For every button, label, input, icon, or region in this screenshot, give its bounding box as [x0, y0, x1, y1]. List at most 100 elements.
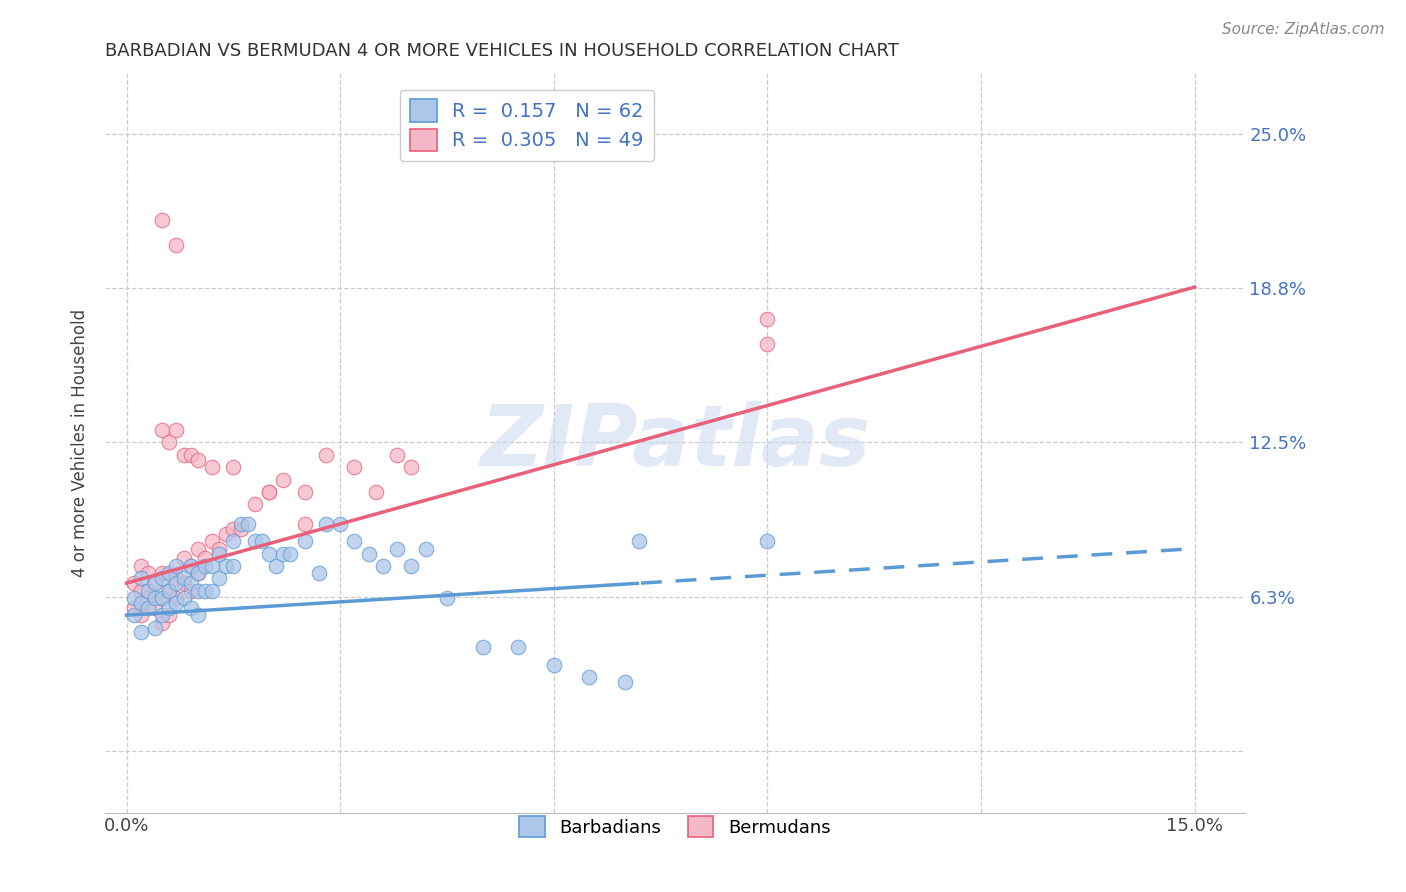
Point	[257, 484, 280, 499]
Point	[471, 640, 494, 655]
Point	[165, 596, 187, 610]
Point	[315, 516, 337, 531]
Point	[143, 576, 166, 591]
Point	[208, 547, 231, 561]
Point	[543, 657, 565, 672]
Point	[157, 435, 180, 450]
Point	[236, 516, 259, 531]
Point	[294, 534, 316, 549]
Point	[187, 541, 209, 556]
Point	[173, 571, 195, 585]
Point	[129, 625, 152, 640]
Point	[401, 460, 423, 475]
Point	[222, 534, 245, 549]
Point	[143, 591, 166, 605]
Point	[165, 238, 187, 252]
Point	[229, 522, 252, 536]
Point	[122, 608, 145, 623]
Point	[143, 600, 166, 615]
Point	[122, 591, 145, 605]
Legend: Barbadians, Bermudans: Barbadians, Bermudans	[512, 809, 838, 844]
Point	[508, 640, 530, 655]
Point	[150, 615, 173, 630]
Point	[187, 608, 209, 623]
Point	[180, 558, 202, 573]
Point	[122, 600, 145, 615]
Point	[385, 541, 408, 556]
Point	[157, 566, 180, 581]
Point	[157, 600, 180, 615]
Point	[173, 591, 195, 605]
Point	[243, 534, 266, 549]
Point	[136, 566, 159, 581]
Point	[257, 484, 280, 499]
Point	[628, 534, 651, 549]
Point	[343, 460, 366, 475]
Point	[194, 583, 217, 598]
Point	[180, 558, 202, 573]
Point	[343, 534, 366, 549]
Point	[271, 547, 294, 561]
Point	[173, 551, 195, 566]
Point	[187, 583, 209, 598]
Point	[357, 547, 380, 561]
Point	[401, 558, 423, 573]
Point	[136, 591, 159, 605]
Point	[187, 452, 209, 467]
Point	[294, 516, 316, 531]
Point	[187, 566, 209, 581]
Point	[129, 583, 152, 598]
Point	[436, 591, 458, 605]
Point	[415, 541, 437, 556]
Point	[201, 558, 224, 573]
Text: Source: ZipAtlas.com: Source: ZipAtlas.com	[1222, 22, 1385, 37]
Point	[150, 213, 173, 227]
Point	[180, 600, 202, 615]
Point	[215, 526, 238, 541]
Point	[222, 558, 245, 573]
Point	[157, 583, 180, 598]
Point	[271, 473, 294, 487]
Text: ZIPatlas: ZIPatlas	[479, 401, 870, 484]
Point	[315, 448, 337, 462]
Point	[129, 558, 152, 573]
Point	[364, 484, 387, 499]
Point	[208, 541, 231, 556]
Point	[180, 576, 202, 591]
Point	[150, 591, 173, 605]
Point	[756, 534, 779, 549]
Point	[165, 423, 187, 437]
Point	[157, 608, 180, 623]
Point	[180, 448, 202, 462]
Point	[187, 566, 209, 581]
Point	[180, 583, 202, 598]
Point	[194, 551, 217, 566]
Point	[173, 576, 195, 591]
Point	[201, 534, 224, 549]
Point	[129, 571, 152, 585]
Point	[150, 608, 173, 623]
Point	[136, 583, 159, 598]
Point	[756, 312, 779, 326]
Point	[143, 621, 166, 635]
Point	[150, 591, 173, 605]
Point	[150, 566, 173, 581]
Point	[280, 547, 302, 561]
Point	[129, 608, 152, 623]
Point	[143, 576, 166, 591]
Point	[165, 591, 187, 605]
Point	[122, 576, 145, 591]
Point	[222, 522, 245, 536]
Point	[756, 336, 779, 351]
Point	[157, 583, 180, 598]
Point	[165, 558, 187, 573]
Point	[215, 558, 238, 573]
Point	[264, 558, 287, 573]
Point	[257, 547, 280, 561]
Point	[243, 497, 266, 511]
Point	[165, 571, 187, 585]
Point	[229, 516, 252, 531]
Point	[150, 571, 173, 585]
Point	[614, 674, 637, 689]
Point	[201, 583, 224, 598]
